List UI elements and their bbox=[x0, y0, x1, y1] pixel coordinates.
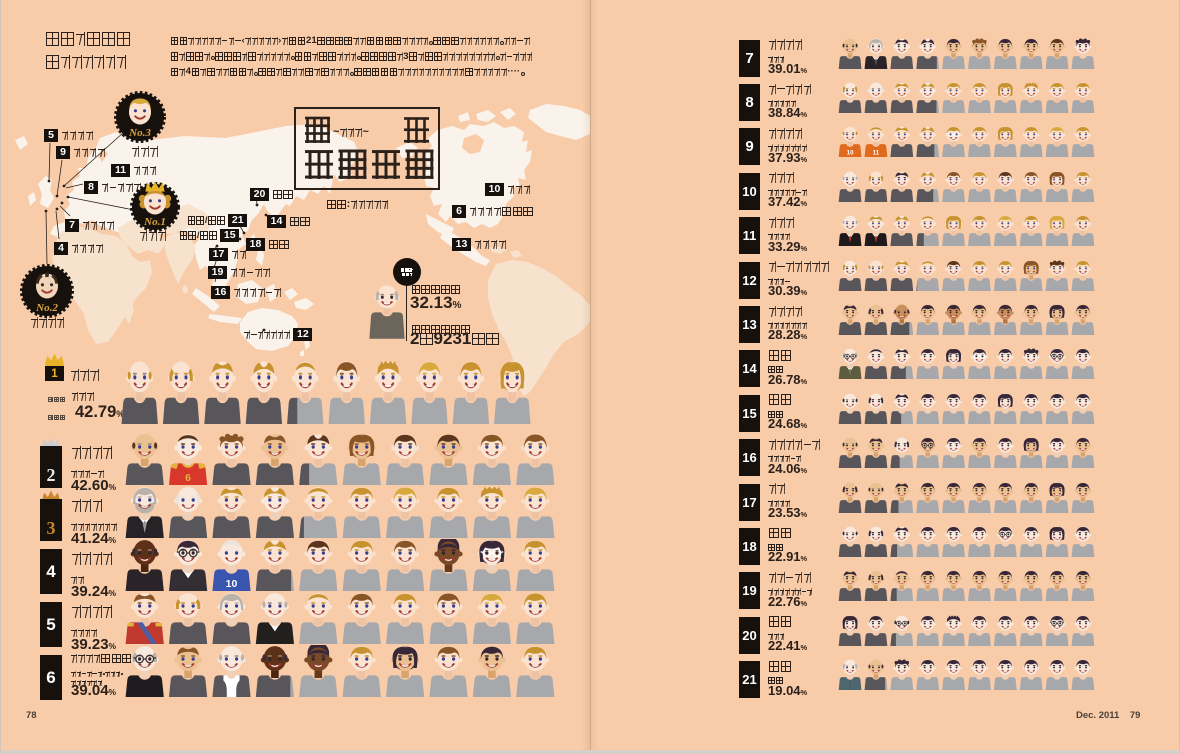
svg-text:6: 6 bbox=[185, 472, 191, 484]
svg-text:No.3: No.3 bbox=[128, 127, 151, 139]
svg-text:11: 11 bbox=[872, 150, 879, 157]
svg-text:No.1: No.1 bbox=[143, 216, 166, 228]
svg-text:No.2: No.2 bbox=[35, 302, 58, 314]
svg-text:10: 10 bbox=[225, 578, 237, 590]
svg-text:10: 10 bbox=[846, 150, 853, 157]
